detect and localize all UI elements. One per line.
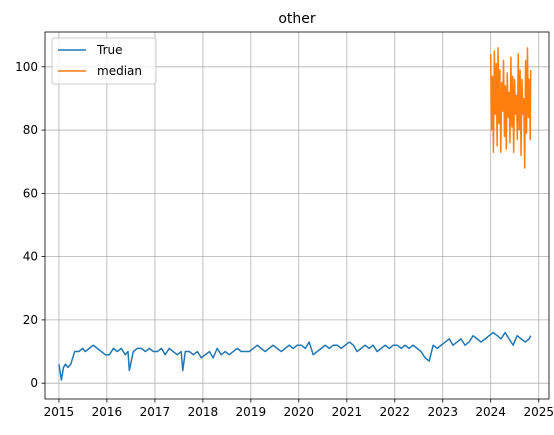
y-tick-label: 0 (30, 376, 38, 390)
x-axis: 2015 2016 2017 2018 2019 2020 2021 2022 2023 2024… (44, 399, 554, 419)
y-tick-label: 80 (23, 123, 38, 137)
x-tick-label: 2015 (44, 405, 75, 419)
x-tick-label: 2019 (236, 405, 267, 419)
plot-frame (44, 31, 550, 400)
x-tick-label: 2018 (188, 405, 219, 419)
legend-median-label: median (97, 64, 142, 78)
y-axis: 0 20 40 60 80 100 (15, 60, 45, 390)
y-tick-label: 20 (23, 313, 38, 327)
legend: True median (51, 37, 157, 85)
x-tick-label: 2023 (427, 405, 458, 419)
y-tick-label: 100 (15, 60, 38, 74)
x-tick-label: 2016 (92, 405, 123, 419)
y-tick-label: 60 (23, 186, 38, 200)
grid (45, 32, 549, 399)
chart-title: other (278, 11, 316, 27)
y-tick-label: 40 (23, 250, 38, 264)
series-line-median (489, 47, 532, 169)
legend-true-label: True (96, 43, 123, 57)
x-tick-label: 2017 (140, 405, 171, 419)
x-tick-label: 2020 (283, 405, 314, 419)
x-tick-label: 2021 (332, 405, 363, 419)
x-tick-label: 2025 (523, 405, 554, 419)
series-line-true (58, 331, 532, 381)
series-layer (58, 47, 532, 381)
x-tick-label: 2022 (380, 405, 411, 419)
x-tick-label: 2024 (475, 405, 506, 419)
